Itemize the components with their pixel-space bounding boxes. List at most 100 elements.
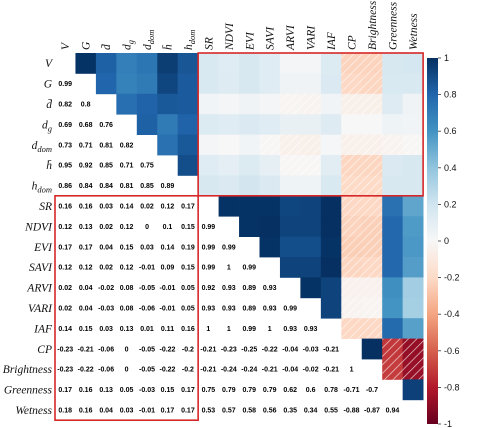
heatmap-cell xyxy=(239,216,260,237)
heatmap-cell xyxy=(320,175,342,197)
heatmap-cell xyxy=(239,175,260,197)
heatmap-cell xyxy=(116,73,138,95)
heatmap-cell xyxy=(259,236,281,258)
cell-value: 0.8 xyxy=(81,102,91,109)
heatmap-cell xyxy=(320,73,342,95)
cell-value: 0.18 xyxy=(58,408,72,415)
cell-value: -0.24 xyxy=(221,367,237,374)
cell-value: 0.93 xyxy=(202,306,216,313)
column-label: CP xyxy=(347,35,359,50)
heatmap-cell xyxy=(402,379,424,401)
heatmap-cell xyxy=(382,114,404,135)
column-label: V xyxy=(60,41,72,50)
cell-value: 1 xyxy=(206,326,210,333)
row-label: IAF xyxy=(33,323,53,335)
cell-value: -0.22 xyxy=(159,367,175,374)
heatmap-cell xyxy=(177,114,199,135)
heatmap-cell xyxy=(361,338,383,360)
cell-value: 0.95 xyxy=(58,163,72,170)
cell-value: 0.56 xyxy=(263,408,277,415)
negative-hatch xyxy=(361,53,383,74)
cell-value: -0.06 xyxy=(139,306,155,313)
cell-value: 0.57 xyxy=(222,408,236,415)
heatmap-cell xyxy=(402,297,424,319)
cell-value: 0.15 xyxy=(181,265,195,272)
cell-value: 0.79 xyxy=(242,387,256,394)
cell-value: 0.14 xyxy=(120,204,134,211)
cell-value: -0.87 xyxy=(364,408,380,415)
cell-value: -0.01 xyxy=(159,306,175,313)
cell-value: 1 xyxy=(227,326,231,333)
cell-value: 0.02 xyxy=(58,285,72,292)
cell-value: 0.99 xyxy=(58,81,72,88)
cell-value: 0.05 xyxy=(120,387,134,394)
cell-value: 0.81 xyxy=(120,183,134,190)
heatmap-cell xyxy=(259,175,281,197)
heatmap-cell xyxy=(320,114,342,135)
cell-value: -0.03 xyxy=(98,306,114,313)
heatmap-cell xyxy=(279,195,301,217)
heatmap-cell xyxy=(300,114,322,135)
heatmap-cell xyxy=(300,257,322,278)
cell-value: 0.04 xyxy=(79,306,93,313)
cell-value: 0.01 xyxy=(140,326,154,333)
heatmap-cell xyxy=(402,195,424,217)
cell-value: -0.02 xyxy=(98,285,114,292)
negative-hatch xyxy=(341,195,363,217)
heatmap-cell xyxy=(136,53,158,74)
cell-value: 0.75 xyxy=(202,387,216,394)
heatmap-cell xyxy=(136,73,158,95)
cell-value: 0.15 xyxy=(161,387,175,394)
negative-hatch xyxy=(361,318,383,339)
heatmap-cell xyxy=(239,73,260,95)
heatmap-cell xyxy=(320,93,342,115)
colorbar-tick-label: -0.6 xyxy=(444,346,460,356)
heatmap-cell xyxy=(382,318,404,339)
column-label: SR xyxy=(203,37,215,50)
cell-value: 0.05 xyxy=(181,285,195,292)
heatmap-cell xyxy=(382,175,404,197)
cell-value: -0.04 xyxy=(282,367,298,374)
row-label: CP xyxy=(37,344,52,356)
heatmap-cell xyxy=(402,277,424,299)
negative-hatch xyxy=(341,93,363,115)
heatmap-cell xyxy=(239,93,260,115)
cell-value: 0.14 xyxy=(58,326,72,333)
heatmap-cell xyxy=(218,155,240,176)
cell-value: 0.68 xyxy=(79,122,93,129)
colorbar-tick-label: 1 xyxy=(444,53,449,63)
heatmap-cell xyxy=(382,73,404,95)
heatmap-cell xyxy=(116,53,138,74)
heatmap-cell xyxy=(218,93,240,115)
cell-value: 0.17 xyxy=(58,244,72,251)
colorbar-gradient xyxy=(427,58,438,424)
cell-value: 0.69 xyxy=(58,122,72,129)
cell-value: 0.13 xyxy=(120,326,134,333)
row-label: V xyxy=(45,58,54,70)
cell-value: -0.23 xyxy=(57,346,73,353)
cell-value: 0.99 xyxy=(202,224,216,231)
heatmap-cell xyxy=(218,73,240,95)
row-label: d̄ xyxy=(46,98,52,111)
cell-value: 0.71 xyxy=(79,142,93,149)
cell-value: 1 xyxy=(268,326,272,333)
cell-value: 0.89 xyxy=(242,285,256,292)
cell-value: 0.16 xyxy=(181,326,195,333)
cell-value: -0.02 xyxy=(303,367,319,374)
colorbar-tick-label: -1 xyxy=(444,419,452,428)
row-label: h̄ xyxy=(46,159,52,172)
heatmap-cell xyxy=(239,155,260,176)
colorbar-tick-label: -0.2 xyxy=(444,273,460,283)
colorbar-tick-label: 0 xyxy=(444,236,449,246)
negative-hatch xyxy=(361,134,383,156)
heatmap-cell xyxy=(382,297,404,319)
heatmap-cell xyxy=(402,114,424,135)
row-label: EVI xyxy=(33,242,53,254)
heatmap-cell xyxy=(402,53,424,74)
column-label: dg xyxy=(122,40,136,50)
colorbar-tick-label: 0.2 xyxy=(444,199,457,209)
cell-value: -0.04 xyxy=(282,346,298,353)
negative-hatch xyxy=(382,359,404,380)
heatmap-cell xyxy=(300,175,322,197)
